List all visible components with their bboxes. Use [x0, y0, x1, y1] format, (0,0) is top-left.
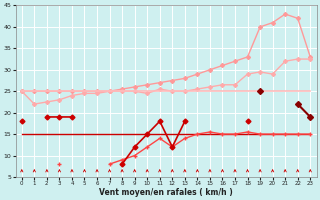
X-axis label: Vent moyen/en rafales ( km/h ): Vent moyen/en rafales ( km/h )	[99, 188, 233, 197]
